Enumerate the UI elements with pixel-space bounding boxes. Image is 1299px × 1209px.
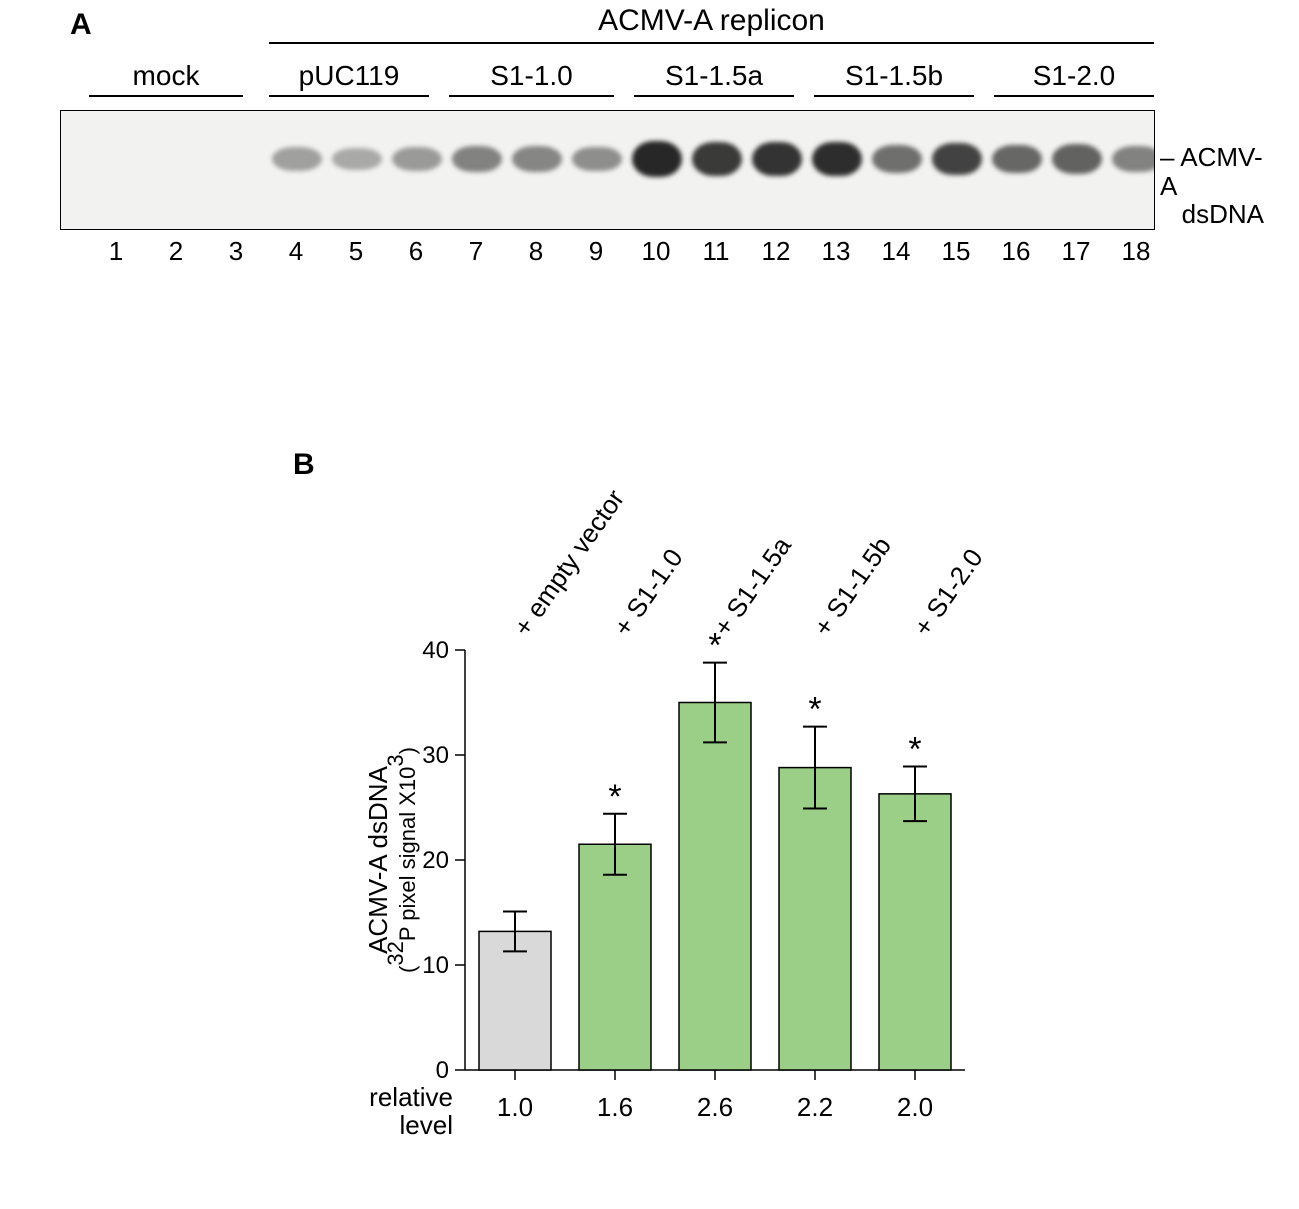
y-tick-label: 10: [422, 952, 449, 979]
group-label: pUC119: [269, 60, 429, 92]
blot-band: [932, 143, 982, 175]
panel-a-group-labels: ACMV-A repliconmockpUC119S1-1.0S1-1.5aS1…: [60, 10, 1220, 110]
blot-band: [332, 148, 382, 170]
y-axis-title: ACMV-A dsDNA: [363, 765, 393, 953]
lane-number: 17: [1062, 236, 1091, 267]
lane-number: 4: [289, 236, 303, 267]
blot-band: [392, 147, 442, 170]
blot-band: [452, 146, 502, 172]
category-label: + S1-1.5b: [807, 531, 897, 641]
group-underline: [994, 95, 1154, 97]
panel-b: 010203040ACMV-A dsDNA(32P pixel signal X…: [290, 450, 1010, 1200]
band-side-label: – ACMV-A dsDNA: [1160, 143, 1264, 229]
blot-band: [812, 142, 862, 177]
lane-number: 15: [942, 236, 971, 267]
lane-number: 2: [169, 236, 183, 267]
category-label: + S1-1.0: [607, 543, 688, 641]
lane-number: 8: [529, 236, 543, 267]
bar: [879, 794, 951, 1070]
group-label: S1-1.5a: [634, 60, 794, 92]
group-underline: [89, 95, 243, 97]
group-label: S1-2.0: [994, 60, 1154, 92]
band-label-line2: dsDNA: [1182, 199, 1264, 229]
lane-number: 6: [409, 236, 423, 267]
lane-number: 1: [109, 236, 123, 267]
relative-value: 2.6: [697, 1092, 733, 1122]
figure: A ACMV-A repliconmockpUC119S1-1.0S1-1.5a…: [0, 0, 1299, 1209]
lane-number: 12: [762, 236, 791, 267]
relative-value: 1.6: [597, 1092, 633, 1122]
lane-number: 13: [822, 236, 851, 267]
dash-icon: –: [1160, 142, 1174, 172]
y-tick-label: 30: [422, 742, 449, 769]
bar: [679, 703, 751, 1071]
group-label: S1-1.0: [449, 60, 614, 92]
lane-numbers: 123456789101112131415161718: [60, 230, 1220, 270]
group-underline: [449, 95, 614, 97]
lane-number: 10: [642, 236, 671, 267]
significance-star: *: [908, 731, 921, 769]
blot-band: [992, 145, 1042, 174]
blot-image: [60, 110, 1155, 230]
blot-band: [752, 142, 802, 176]
panel-a: ACMV-A repliconmockpUC119S1-1.0S1-1.5aS1…: [60, 10, 1220, 270]
group-label: mock: [89, 60, 243, 92]
relative-value: 2.0: [897, 1092, 933, 1122]
blot-band: [1052, 144, 1102, 173]
lane-number: 9: [589, 236, 603, 267]
blot-band: [512, 146, 562, 172]
relative-label: relative: [369, 1082, 453, 1112]
y-tick-label: 0: [436, 1057, 449, 1084]
bar: [579, 844, 651, 1070]
lane-number: 14: [882, 236, 911, 267]
group-underline: [634, 95, 794, 97]
lane-number: 7: [469, 236, 483, 267]
lane-number: 16: [1002, 236, 1031, 267]
bar-chart: 010203040ACMV-A dsDNA(32P pixel signal X…: [290, 450, 1010, 1200]
replicon-master-line: [269, 42, 1154, 44]
blot-band: [692, 142, 742, 175]
lane-number: 5: [349, 236, 363, 267]
y-tick-label: 40: [422, 637, 449, 664]
relative-value: 2.2: [797, 1092, 833, 1122]
blot-band: [572, 147, 622, 172]
blot-band: [1112, 146, 1155, 172]
significance-star: *: [808, 691, 821, 729]
category-label: + S1-2.0: [907, 543, 988, 641]
lane-number: 3: [229, 236, 243, 267]
blot-band: [632, 141, 682, 176]
blot-band: [872, 145, 922, 173]
y-tick-label: 20: [422, 847, 449, 874]
lane-number: 11: [703, 236, 730, 267]
band-label-line1: ACMV-A: [1160, 142, 1263, 201]
category-label: + S1-1.5a: [707, 531, 797, 642]
significance-star: *: [608, 778, 621, 816]
group-underline: [814, 95, 974, 97]
group-label: S1-1.5b: [814, 60, 974, 92]
relative-value: 1.0: [497, 1092, 533, 1122]
lane-number: 18: [1122, 236, 1151, 267]
group-underline: [269, 95, 429, 97]
blot-band: [272, 147, 322, 170]
replicon-master-label: ACMV-A replicon: [269, 4, 1154, 38]
bar: [779, 768, 851, 1070]
relative-label: level: [400, 1110, 453, 1140]
